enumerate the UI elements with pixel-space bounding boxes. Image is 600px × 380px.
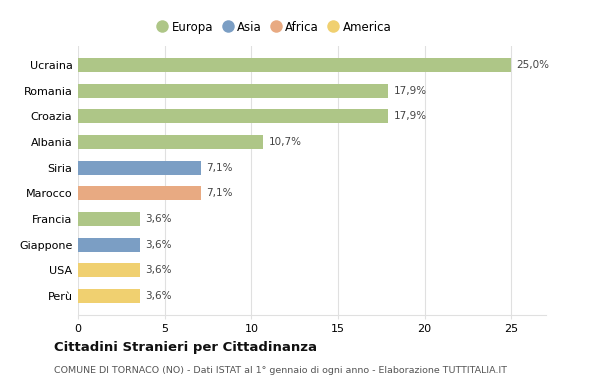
Text: 17,9%: 17,9% xyxy=(394,86,427,96)
Text: 3,6%: 3,6% xyxy=(146,240,172,250)
Bar xyxy=(78,109,388,124)
Legend: Europa, Asia, Africa, America: Europa, Asia, Africa, America xyxy=(153,16,396,39)
Text: 17,9%: 17,9% xyxy=(394,111,427,121)
Bar xyxy=(78,289,140,303)
Text: 7,1%: 7,1% xyxy=(206,188,233,198)
Text: 10,7%: 10,7% xyxy=(269,137,302,147)
Bar xyxy=(78,238,140,252)
Text: 3,6%: 3,6% xyxy=(146,265,172,276)
Bar xyxy=(78,84,388,98)
Text: 3,6%: 3,6% xyxy=(146,291,172,301)
Text: Cittadini Stranieri per Cittadinanza: Cittadini Stranieri per Cittadinanza xyxy=(54,342,317,355)
Text: 25,0%: 25,0% xyxy=(517,60,550,70)
Text: 7,1%: 7,1% xyxy=(206,163,233,173)
Text: 3,6%: 3,6% xyxy=(146,214,172,224)
Bar xyxy=(78,58,511,72)
Bar xyxy=(78,135,263,149)
Bar xyxy=(78,212,140,226)
Text: COMUNE DI TORNACO (NO) - Dati ISTAT al 1° gennaio di ogni anno - Elaborazione TU: COMUNE DI TORNACO (NO) - Dati ISTAT al 1… xyxy=(54,366,507,375)
Bar xyxy=(78,186,201,200)
Bar xyxy=(78,263,140,277)
Bar xyxy=(78,161,201,175)
